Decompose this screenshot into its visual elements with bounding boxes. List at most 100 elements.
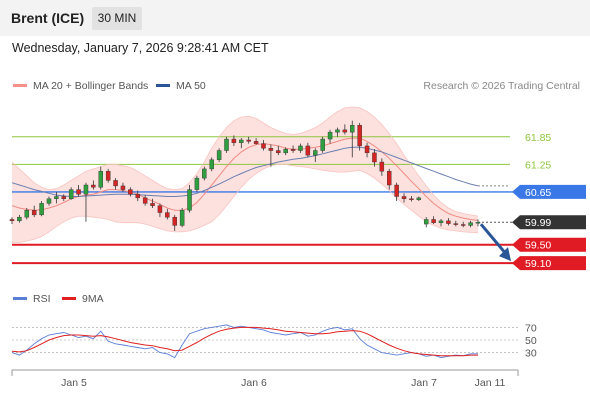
pivot-label-60-65: 60.65 <box>525 187 551 199</box>
candle-body <box>24 210 30 218</box>
candle-body <box>83 184 89 195</box>
candle-body <box>165 212 170 218</box>
candle-body <box>135 193 140 199</box>
candle-body <box>76 189 81 195</box>
candle-body <box>172 216 177 226</box>
candle-body <box>453 223 459 225</box>
candle-body <box>394 184 399 197</box>
candles <box>9 120 481 231</box>
candle-body <box>253 141 259 144</box>
legend-swatch <box>62 296 76 300</box>
candle-body <box>224 138 229 151</box>
x-tick-label: Jan 6 <box>241 377 267 389</box>
support-label-59-50: 59.50 <box>525 240 551 252</box>
candle-body <box>468 222 473 226</box>
candle-body <box>61 196 67 199</box>
bollinger-lower-line <box>12 163 479 243</box>
candle-body <box>401 196 407 199</box>
candle-body <box>157 205 163 213</box>
x-tick-label: Jan 5 <box>61 377 87 389</box>
header-bar: Brent (ICE) 30 MIN <box>0 0 590 36</box>
candle-body <box>187 189 192 211</box>
candle-body <box>460 224 466 226</box>
candle-body <box>305 145 311 156</box>
timeframe-badge[interactable]: 30 MIN <box>92 7 142 30</box>
last-price-label: 59.99 <box>525 217 551 229</box>
candle-body <box>342 129 348 133</box>
legend-label: MA 50 <box>176 80 206 92</box>
candle-body <box>9 219 15 222</box>
candle-body <box>387 171 392 186</box>
legend-swatch <box>156 83 170 87</box>
candle-body <box>209 159 214 170</box>
candle-body <box>113 180 118 187</box>
support-tag-59-10 <box>512 256 586 271</box>
candle-body <box>409 198 414 200</box>
candle-body <box>239 139 244 143</box>
candle-body <box>231 138 237 143</box>
legend-rsi: RSI <box>13 293 51 305</box>
support-tag-59-50 <box>512 237 586 252</box>
rsi-line <box>11 324 478 359</box>
candle-body <box>268 148 274 151</box>
candle-body <box>335 129 340 133</box>
legend-label: MA 20 + Bollinger Bands <box>33 80 149 92</box>
candle-body <box>202 168 207 179</box>
candle-body <box>98 171 103 188</box>
price-levels: 61.85 61.25 60.65 59.99 59.50 59.10 <box>12 132 586 271</box>
candle-body <box>46 198 52 204</box>
pivot-tag <box>512 184 586 199</box>
rsi-level-label: 50 <box>525 335 537 347</box>
instrument-title: Brent (ICE) <box>11 10 85 26</box>
legend-ma50: MA 50 <box>156 80 206 92</box>
candle-body <box>423 219 429 225</box>
rsi-ma9-line <box>11 326 478 357</box>
candle-body <box>246 139 251 142</box>
candle-body <box>17 216 22 222</box>
ma50-line <box>11 146 479 197</box>
candle-body <box>142 197 148 204</box>
candle-body <box>150 203 155 206</box>
research-credit: Research © 2026 Trading Central <box>423 80 580 92</box>
candle-body <box>313 150 318 156</box>
support-label-59-10: 59.10 <box>525 258 551 270</box>
candle-body <box>327 131 333 140</box>
candle-body <box>194 177 200 190</box>
candle-body <box>128 189 133 195</box>
x-tick-label: Jan 11 <box>475 377 506 389</box>
forecast-arrow-shaft <box>479 223 509 257</box>
candle-body <box>298 145 303 151</box>
candle-body <box>364 145 370 154</box>
candle-body <box>320 138 325 151</box>
candle-body <box>379 161 385 172</box>
rsi-level-label: 30 <box>525 348 537 360</box>
candle-body <box>290 148 296 151</box>
legend-label: RSI <box>33 293 51 305</box>
candle-body <box>39 203 44 216</box>
candle-body <box>31 210 37 216</box>
bollinger-band-area <box>12 106 478 243</box>
last-price-tag <box>512 215 586 230</box>
candle-body <box>431 219 436 223</box>
chart-datetime: Wednesday, January 7, 2026 9:28:41 AM CE… <box>12 41 269 55</box>
candle-body <box>68 189 74 199</box>
candle-body <box>350 125 355 133</box>
candle-body <box>438 220 444 223</box>
candle-body <box>446 220 451 224</box>
candle-body <box>261 143 266 149</box>
ma20-line <box>11 137 479 221</box>
candle-body <box>276 150 281 154</box>
candle-body <box>372 152 377 163</box>
candle-body <box>105 171 111 181</box>
candle-body <box>91 184 96 188</box>
legend-swatch <box>13 296 27 300</box>
candle-body <box>216 150 222 160</box>
resistance-label-61-85: 61.85 <box>525 132 551 144</box>
candle-body <box>416 197 422 200</box>
candle-body <box>283 148 288 154</box>
forecast-arrow-head <box>499 247 511 262</box>
candle-body <box>357 125 362 147</box>
bollinger-upper-line <box>11 106 479 217</box>
legend-rsi-ma9: 9MA <box>62 293 104 305</box>
